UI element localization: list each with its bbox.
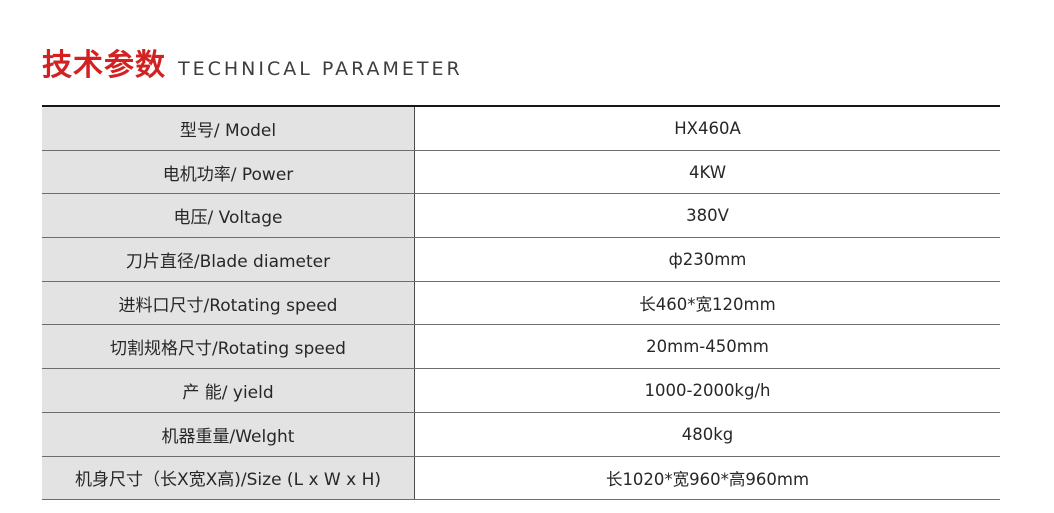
parameter-value-cell: 4KW [415, 150, 1000, 194]
table-row: 产 能/ yield 1000-2000kg/h [42, 369, 1000, 413]
parameter-name-cell: 进料口尺寸/Rotating speed [42, 281, 415, 325]
parameter-value-cell: 20mm-450mm [415, 325, 1000, 369]
table-row: 型号/ Model HX460A [42, 107, 1000, 151]
parameter-value-cell: 长460*宽120mm [415, 281, 1000, 325]
section-title-english: TECHNICAL PARAMETER [178, 58, 463, 80]
parameter-value-cell: 1000-2000kg/h [415, 369, 1000, 412]
table-row: 刀片直径/Blade diameter ф230mm [42, 238, 1000, 282]
section-header: 技术参数 TECHNICAL PARAMETER [42, 40, 463, 84]
parameter-value-cell: ф230mm [415, 238, 1000, 281]
parameter-name-cell: 电压/ Voltage [42, 194, 415, 238]
table-row: 电机功率/ Power 4KW [42, 150, 1000, 195]
parameter-name-cell: 刀片直径/Blade diameter [42, 238, 415, 281]
table-row: 切割规格尺寸/Rotating speed 20mm-450mm [42, 325, 1000, 370]
parameter-value-cell: 380V [415, 194, 1000, 238]
parameter-value-cell: 长1020*宽960*高960mm [415, 456, 1000, 500]
section-title-chinese: 技术参数 [42, 48, 166, 83]
parameter-name-cell: 机器重量/Welght [42, 412, 415, 456]
table-row: 机器重量/Welght 480kg [42, 412, 1000, 457]
table-row: 进料口尺寸/Rotating speed 长460*宽120mm [42, 281, 1000, 326]
parameter-name-cell: 产 能/ yield [42, 369, 415, 412]
parameter-value-cell: HX460A [415, 107, 1000, 150]
technical-parameter-table: 型号/ Model HX460A 电机功率/ Power 4KW 电压/ Vol… [42, 105, 1000, 501]
parameter-name-cell: 电机功率/ Power [42, 150, 415, 194]
parameter-value-cell: 480kg [415, 412, 1000, 456]
parameter-name-cell: 切割规格尺寸/Rotating speed [42, 325, 415, 369]
table-row: 电压/ Voltage 380V [42, 194, 1000, 239]
parameter-name-cell: 型号/ Model [42, 107, 415, 150]
parameter-name-cell: 机身尺寸（长X宽X高)/Size (L x W x H) [42, 456, 415, 500]
table-row: 机身尺寸（长X宽X高)/Size (L x W x H) 长1020*宽960*… [42, 456, 1000, 501]
